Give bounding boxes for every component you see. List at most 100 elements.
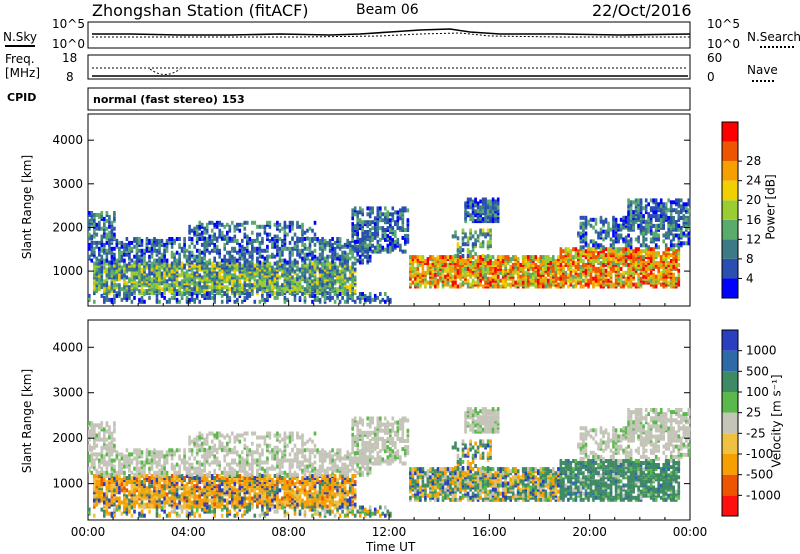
- echo-cell: [238, 287, 242, 292]
- echo-cell: [261, 297, 264, 302]
- echo-cell: [175, 289, 179, 294]
- echo-cell: [316, 265, 319, 270]
- echo-cell: [399, 212, 402, 217]
- echo-cell: [278, 237, 282, 241]
- echo-cell: [293, 244, 297, 249]
- echo-cell: [113, 256, 116, 261]
- echo-cell: [348, 240, 352, 245]
- echo-cell: [486, 266, 490, 271]
- echo-cell: [459, 255, 462, 260]
- echo-cell: [366, 246, 369, 251]
- echo-cell: [256, 279, 259, 284]
- echo-cell: [629, 245, 633, 250]
- echo-cell: [241, 263, 244, 268]
- echo-cell: [258, 224, 262, 229]
- echo-cell: [175, 258, 179, 263]
- echo-cell: [607, 221, 610, 226]
- echo-cell: [612, 282, 615, 287]
- echo-cell: [231, 281, 234, 286]
- echo-cell: [474, 213, 477, 218]
- echo-cell: [647, 229, 650, 234]
- echo-cell: [499, 255, 502, 260]
- echo-cell: [233, 292, 237, 296]
- echo-cell: [609, 247, 613, 252]
- echo-cell: [604, 229, 608, 234]
- echo-cell: [113, 480, 116, 485]
- echo-cell: [637, 235, 640, 240]
- echo-cell: [168, 297, 171, 302]
- echo-cell: [496, 284, 500, 289]
- echo-cell: [599, 268, 603, 273]
- echo-cell: [451, 266, 455, 271]
- echo-cell: [168, 237, 171, 241]
- echo-cell: [659, 282, 663, 287]
- echo-cell: [404, 239, 407, 244]
- echo-cell: [308, 273, 312, 278]
- echo-cell: [607, 251, 610, 256]
- echo-cell: [481, 244, 485, 249]
- echo-cell: [160, 492, 164, 497]
- echo-cell: [266, 258, 269, 263]
- echo-cell: [313, 237, 317, 241]
- echo-cell: [145, 289, 149, 294]
- echo-cell: [130, 480, 134, 485]
- echo-cell: [108, 242, 111, 247]
- echo-cell: [341, 244, 344, 249]
- echo-cell: [210, 228, 214, 233]
- echo-cell: [303, 230, 307, 235]
- echo-cell: [125, 480, 129, 485]
- echo-cell: [273, 295, 277, 300]
- echo-cell: [474, 252, 477, 256]
- echo-cell: [669, 247, 673, 252]
- echo-cell: [231, 254, 234, 259]
- echo-cell: [198, 273, 201, 278]
- echo-cell: [368, 228, 372, 232]
- echo-cell: [644, 280, 648, 285]
- echo-cell: [153, 486, 156, 491]
- echo-cell: [419, 255, 422, 260]
- echo-cell: [213, 242, 216, 247]
- echo-cell: [208, 242, 211, 247]
- echo-cell: [496, 274, 500, 279]
- echo-cell: [524, 270, 528, 275]
- echo-cell: [258, 299, 262, 304]
- echo-cell: [549, 261, 553, 265]
- echo-cell: [652, 231, 655, 236]
- echo-cell: [133, 476, 136, 480]
- echo-cell: [476, 234, 480, 239]
- echo-cell: [562, 249, 565, 254]
- echo-cell: [236, 258, 239, 263]
- echo-cell: [368, 254, 372, 259]
- echo-cell: [198, 263, 201, 268]
- echo-cell: [105, 258, 109, 263]
- echo-cell: [215, 291, 219, 296]
- echo-cell: [223, 224, 226, 229]
- echo-cell: [165, 279, 169, 284]
- echo-cell: [148, 476, 151, 480]
- echo-cell: [612, 257, 615, 262]
- echo-cell: [642, 206, 645, 211]
- echo-cell: [384, 228, 387, 232]
- echo-cell: [236, 261, 239, 266]
- echo-cell: [218, 271, 221, 276]
- echo-cell: [396, 210, 400, 215]
- echo-cell: [584, 221, 588, 226]
- echo-cell: [276, 220, 279, 225]
- echo-cell: [639, 264, 643, 269]
- echo-cell: [587, 219, 590, 224]
- echo-cell: [664, 231, 668, 236]
- echo-cell: [168, 277, 171, 282]
- echo-cell: [444, 262, 447, 267]
- echo-cell: [318, 267, 322, 272]
- echo-cell: [150, 281, 154, 286]
- echo-cell: [539, 255, 543, 260]
- echo-cell: [170, 252, 174, 257]
- echo-cell: [381, 297, 385, 302]
- echo-cell: [158, 494, 161, 499]
- echo-cell: [351, 216, 354, 221]
- echo-cell: [637, 239, 640, 244]
- echo-cell: [486, 240, 490, 245]
- echo-cell: [318, 281, 322, 286]
- echo-cell: [311, 250, 314, 255]
- echo-cell: [313, 248, 317, 253]
